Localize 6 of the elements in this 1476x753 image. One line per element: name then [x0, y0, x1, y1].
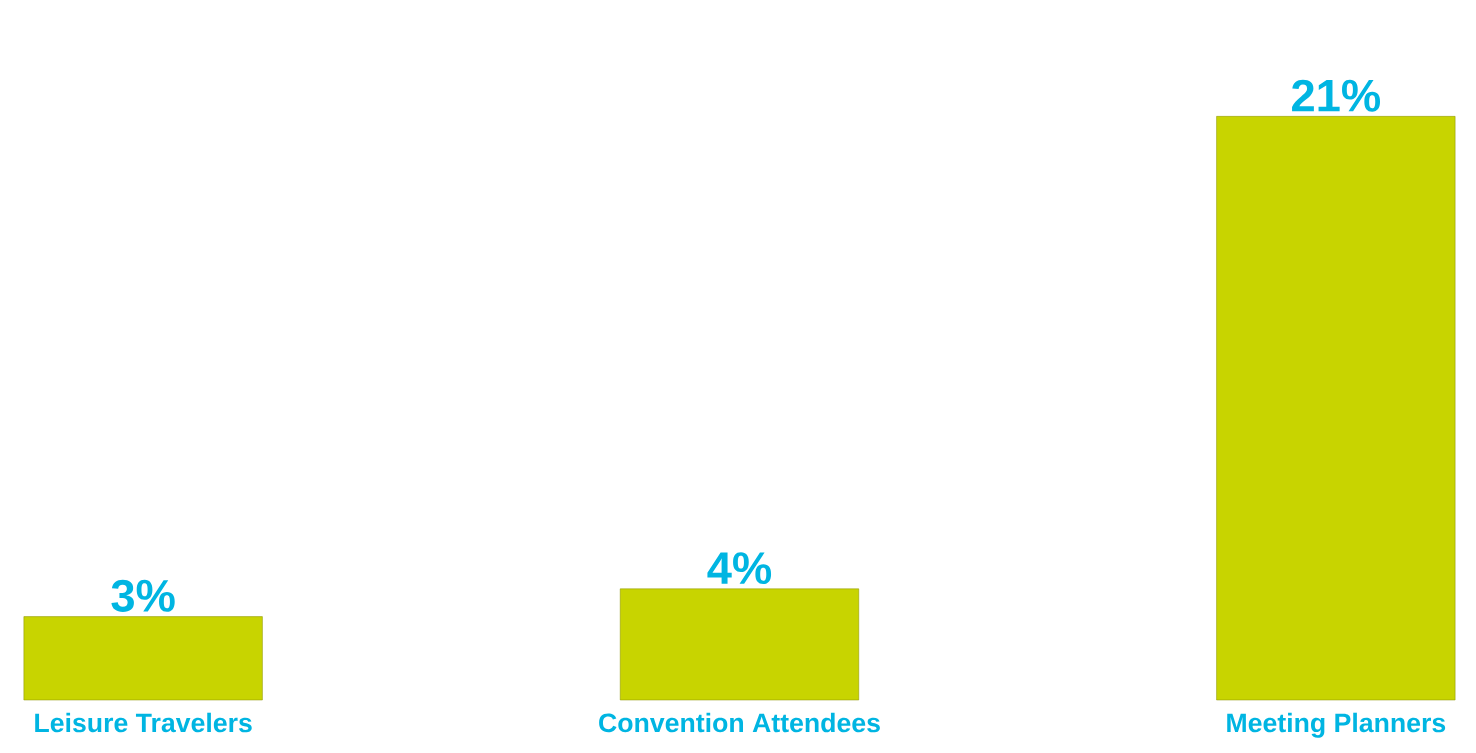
- x-tick-label: Meeting Planners: [1227, 712, 1446, 738]
- data-label: 3%: [111, 579, 175, 612]
- data-label: 21%: [1292, 79, 1381, 112]
- data-label: 4%: [707, 552, 772, 584]
- x-tick-label: Convention Attendees: [599, 712, 880, 733]
- x-tick-label: Leisure Travelers: [35, 712, 252, 733]
